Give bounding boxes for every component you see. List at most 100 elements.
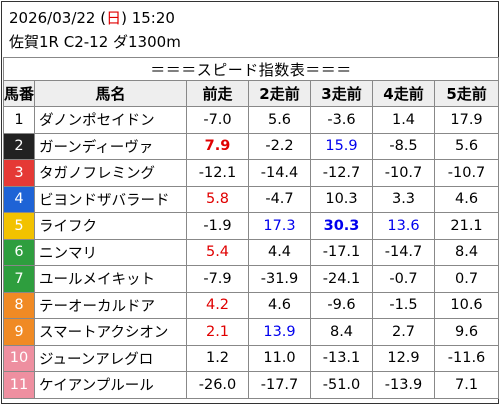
horse-name: タガノフレミング bbox=[34, 159, 187, 187]
col-header-5-races-ago: 5走前 bbox=[433, 80, 500, 107]
horse-number: 1 bbox=[3, 106, 35, 134]
speed-index-value: 5.6 bbox=[433, 132, 500, 160]
speed-index-value: -26.0 bbox=[186, 371, 249, 399]
speed-index-value: -7.0 bbox=[186, 106, 249, 134]
horse-name: ジューンアレグロ bbox=[34, 344, 187, 372]
table-row: 3 タガノフレミング -12.1 -14.4 -12.7 -10.7 -10.7 bbox=[3, 159, 500, 187]
speed-index-value: -8.5 bbox=[372, 132, 435, 160]
horse-name: ライフク bbox=[34, 212, 187, 240]
table-title: ＝＝＝スピード指数表＝＝＝ bbox=[2, 57, 500, 81]
speed-index-value: 5.4 bbox=[186, 238, 249, 266]
horse-number: 9 bbox=[3, 318, 35, 346]
col-header-4-races-ago: 4走前 bbox=[372, 80, 435, 107]
table-row: 5 ライフク -1.9 17.3 30.3 13.6 21.1 bbox=[3, 212, 500, 240]
horse-number: 4 bbox=[3, 185, 35, 213]
speed-index-value: 4.2 bbox=[186, 291, 249, 319]
speed-index-value: 21.1 bbox=[433, 212, 500, 240]
col-header-3-races-ago: 3走前 bbox=[310, 80, 373, 107]
speed-index-value: -0.7 bbox=[372, 265, 435, 293]
speed-index-value: 2.1 bbox=[186, 318, 249, 346]
horse-name: ニンマリ bbox=[34, 238, 187, 266]
col-header-horse-name: 馬名 bbox=[34, 80, 187, 107]
speed-index-value: -1.9 bbox=[186, 212, 249, 240]
speed-index-value: -10.7 bbox=[433, 159, 500, 187]
col-header-2-races-ago: 2走前 bbox=[248, 80, 311, 107]
speed-index-value: 4.6 bbox=[433, 185, 500, 213]
horse-name: ダノンポセイドン bbox=[34, 106, 187, 134]
speed-index-value: 7.1 bbox=[433, 371, 500, 399]
speed-index-value: -13.9 bbox=[372, 371, 435, 399]
speed-index-value: 10.6 bbox=[433, 291, 500, 319]
speed-index-value: -12.1 bbox=[186, 159, 249, 187]
speed-index-value: -2.2 bbox=[248, 132, 311, 160]
speed-index-value: -12.7 bbox=[310, 159, 373, 187]
speed-index-value: 10.3 bbox=[310, 185, 373, 213]
table-row: 9 スマートアクシオン 2.1 13.9 8.4 2.7 9.6 bbox=[3, 318, 500, 346]
table-body: 1 ダノンポセイドン -7.0 5.6 -3.6 1.4 17.9 2 ガーンディーヴァ 7.9-… bbox=[3, 106, 500, 399]
table-row: 2 ガーンディーヴァ 7.9 -2.2 15.9 -8.5 5.6 bbox=[3, 132, 500, 160]
speed-index-value: 7.9 bbox=[186, 132, 249, 160]
speed-index-value: 5.8 bbox=[186, 185, 249, 213]
table-row: 1 ダノンポセイドン -7.0 5.6 -3.6 1.4 17.9 bbox=[3, 106, 500, 134]
horse-name: テーオーカルドア bbox=[34, 291, 187, 319]
horse-name: スマートアクシオン bbox=[34, 318, 187, 346]
speed-index-value: -51.0 bbox=[310, 371, 373, 399]
speed-index-value: -31.9 bbox=[248, 265, 311, 293]
speed-index-value: 4.4 bbox=[248, 238, 311, 266]
horse-number: 5 bbox=[3, 212, 35, 240]
table-row: 7 ユールメイキット -7.9 -31.9 -24.1 -0.7 0.7 bbox=[3, 265, 500, 293]
col-header-last-race: 前走 bbox=[186, 80, 249, 107]
table-row: 10 ジューンアレグロ 1.2 11.0 -13.1 12.9 -11.6 bbox=[3, 344, 500, 372]
horse-name: ガーンディーヴァ bbox=[34, 132, 187, 160]
speed-index-value: -14.4 bbox=[248, 159, 311, 187]
speed-index-value: 3.3 bbox=[372, 185, 435, 213]
table-row: 4 ビヨンドザバラード 5.8 -4.7 10.3 3.3 4.6 bbox=[3, 185, 500, 213]
speed-index-value: 8.4 bbox=[310, 318, 373, 346]
horse-number: 2 bbox=[3, 132, 35, 160]
horse-number: 8 bbox=[3, 291, 35, 319]
date-text: 2026/03/22 ( bbox=[9, 9, 107, 27]
horse-number: 10 bbox=[3, 344, 35, 372]
time-text: ) 15:20 bbox=[121, 9, 175, 27]
table-row: 8 テーオーカルドア 4.2 4.6 -9.6 -1.5 10.6 bbox=[3, 291, 500, 319]
speed-index-value: 11.0 bbox=[248, 344, 311, 372]
table-row: 11 ケイアンプルール -26.0 -17.7 -51.0 -13.9 7.1 bbox=[3, 371, 500, 399]
speed-index-value: -1.5 bbox=[372, 291, 435, 319]
table-header-row: 馬番 馬名 前走 2走前 3走前 4走前 5走前 bbox=[3, 80, 500, 107]
speed-index-value: 1.4 bbox=[372, 106, 435, 134]
speed-index-value: 4.6 bbox=[248, 291, 311, 319]
speed-index-value: -14.7 bbox=[372, 238, 435, 266]
col-header-number: 馬番 bbox=[3, 80, 35, 107]
speed-index-value: 0.7 bbox=[433, 265, 500, 293]
race-datetime: 2026/03/22 (日) 15:20 bbox=[9, 8, 175, 28]
horse-name: ビヨンドザバラード bbox=[34, 185, 187, 213]
horse-name: ケイアンプルール bbox=[34, 371, 187, 399]
speed-index-value: 2.7 bbox=[372, 318, 435, 346]
speed-index-value: 13.6 bbox=[372, 212, 435, 240]
speed-index-value: 15.9 bbox=[310, 132, 373, 160]
speed-index-value: 13.9 bbox=[248, 318, 311, 346]
horse-number: 6 bbox=[3, 238, 35, 266]
speed-index-value: -10.7 bbox=[372, 159, 435, 187]
speed-index-value: -9.6 bbox=[310, 291, 373, 319]
speed-index-value: 17.3 bbox=[248, 212, 311, 240]
speed-index-value: -4.7 bbox=[248, 185, 311, 213]
horse-number: 3 bbox=[3, 159, 35, 187]
speed-index-value: 12.9 bbox=[372, 344, 435, 372]
speed-index-value: -13.1 bbox=[310, 344, 373, 372]
speed-index-value: -17.7 bbox=[248, 371, 311, 399]
speed-index-value: 8.4 bbox=[433, 238, 500, 266]
speed-index-value: 5.6 bbox=[248, 106, 311, 134]
horse-number: 11 bbox=[3, 371, 35, 399]
speed-index-table: ＝＝＝スピード指数表＝＝＝ 馬番 馬名 前走 2走前 3走前 4走前 5走前 1 ダノンポセイ… bbox=[2, 57, 500, 399]
table-title-row: ＝＝＝スピード指数表＝＝＝ bbox=[2, 57, 500, 81]
speed-index-value: -24.1 bbox=[310, 265, 373, 293]
race-info: 佐賀1R C2-12 ダ1300m bbox=[9, 33, 181, 51]
speed-index-value: 17.9 bbox=[433, 106, 500, 134]
weekday-text: 日 bbox=[106, 9, 122, 27]
speed-index-value: -3.6 bbox=[310, 106, 373, 134]
speed-index-value: 1.2 bbox=[186, 344, 249, 372]
speed-index-value: -11.6 bbox=[433, 344, 500, 372]
speed-index-value: 30.3 bbox=[310, 212, 373, 240]
speed-index-value: -17.1 bbox=[310, 238, 373, 266]
